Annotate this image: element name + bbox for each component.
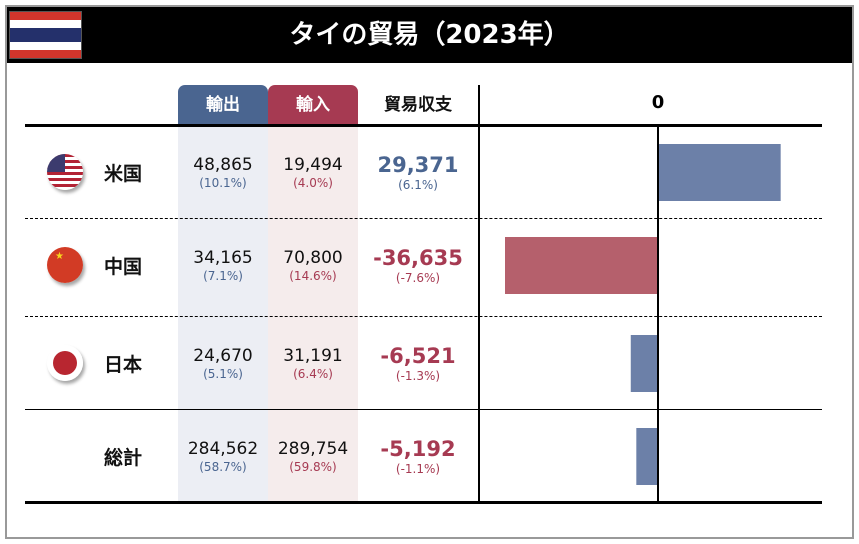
export-cell: 34,165 (7.1%) (178, 248, 268, 284)
export-column-bg (178, 125, 268, 502)
title-bar (7, 7, 852, 63)
balance-value: 29,371 (377, 153, 459, 177)
balance-cell: -36,635 (-7.6%) (358, 246, 478, 286)
import-column-bg (268, 125, 358, 502)
balance-value: -6,521 (380, 344, 456, 368)
balance-bar (658, 144, 781, 201)
export-value: 24,670 (193, 346, 253, 366)
header-rule (25, 124, 822, 127)
axis-zero-label: 0 (651, 92, 665, 113)
balance-share: (6.1%) (398, 178, 438, 192)
balance-bar (630, 335, 658, 392)
row-divider (25, 316, 822, 317)
import-value: 70,800 (283, 248, 343, 268)
country-name: 米国 (104, 163, 143, 185)
import-value: 31,191 (283, 346, 343, 366)
infographic-frame (5, 5, 854, 539)
country-name: 総計 (104, 447, 143, 469)
import-share: (14.6%) (289, 269, 337, 283)
export-share: (10.1%) (199, 176, 247, 190)
import-cell: 31,191 (6.4%) (268, 346, 358, 382)
bottom-rule (25, 501, 822, 504)
export-value: 284,562 (187, 439, 259, 459)
japan-flag-icon (47, 345, 83, 381)
table-chart-separator (478, 85, 480, 503)
balance-value: -5,192 (380, 437, 456, 461)
export-cell: 284,562 (58.7%) (178, 439, 268, 475)
balance-share: (-1.1%) (395, 462, 441, 476)
balance-bar (505, 237, 658, 294)
balance-share: (-7.6%) (395, 271, 441, 285)
total-divider (25, 409, 822, 410)
balance-cell: 29,371 (6.1%) (358, 153, 478, 193)
import-share: (59.8%) (289, 460, 337, 474)
import-share: (4.0%) (293, 176, 333, 190)
export-cell: 48,865 (10.1%) (178, 155, 268, 191)
country-name: 中国 (104, 256, 143, 278)
export-header: 輸出 (178, 85, 268, 125)
row-divider (25, 218, 822, 219)
import-cell: 19,494 (4.0%) (268, 155, 358, 191)
import-share: (6.4%) (293, 367, 333, 381)
country-name: 日本 (104, 354, 143, 376)
export-value: 34,165 (193, 248, 253, 268)
balance-header: 貿易収支 (384, 95, 452, 115)
balance-cell: -5,192 (-1.1%) (358, 437, 478, 477)
us-flag-icon (47, 154, 83, 190)
import-header: 輸入 (268, 85, 358, 125)
import-cell: 289,754 (59.8%) (268, 439, 358, 475)
balance-share: (-1.3%) (395, 369, 441, 383)
import-value: 289,754 (277, 439, 349, 459)
export-cell: 24,670 (5.1%) (178, 346, 268, 382)
import-value: 19,494 (283, 155, 343, 175)
export-value: 48,865 (193, 155, 253, 175)
export-share: (58.7%) (199, 460, 247, 474)
import-cell: 70,800 (14.6%) (268, 248, 358, 284)
export-share: (5.1%) (203, 367, 243, 381)
balance-cell: -6,521 (-1.3%) (358, 344, 478, 384)
balance-bar (636, 428, 658, 485)
chart-title: タイの貿易（2023年） (289, 20, 570, 50)
thailand-flag-icon (9, 11, 82, 59)
balance-value: -36,635 (373, 246, 463, 270)
china-flag-icon: ★ (47, 247, 83, 283)
export-share: (7.1%) (203, 269, 243, 283)
